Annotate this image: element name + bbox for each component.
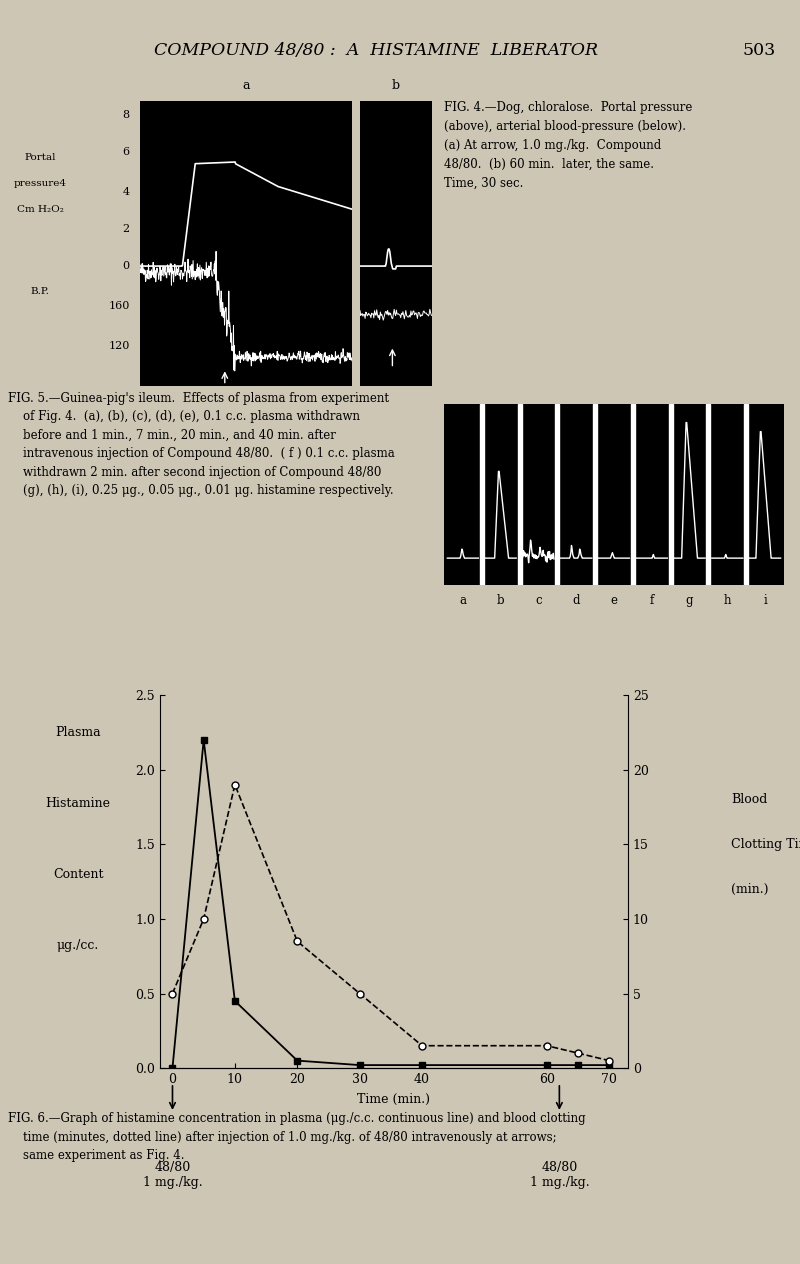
Bar xyxy=(518,404,522,585)
Text: Blood: Blood xyxy=(731,793,767,806)
Text: 160: 160 xyxy=(109,301,130,311)
Bar xyxy=(555,404,559,585)
Text: e: e xyxy=(610,594,618,607)
Bar xyxy=(480,404,484,585)
Text: a: a xyxy=(459,594,466,607)
Text: (min.): (min.) xyxy=(731,882,769,896)
Bar xyxy=(669,404,673,585)
Text: b: b xyxy=(392,78,400,92)
Text: 0: 0 xyxy=(122,262,130,270)
Text: 120: 120 xyxy=(109,341,130,350)
Text: h: h xyxy=(723,594,731,607)
Text: i: i xyxy=(763,594,767,607)
Bar xyxy=(706,404,710,585)
Text: 4: 4 xyxy=(122,187,130,197)
Text: c: c xyxy=(535,594,542,607)
Text: B.P.: B.P. xyxy=(30,287,50,296)
Text: a: a xyxy=(242,78,250,92)
Text: f: f xyxy=(650,594,654,607)
Text: FIG. 5.—Guinea-pig's ileum.  Effects of plasma from experiment
    of Fig. 4.  (: FIG. 5.—Guinea-pig's ileum. Effects of p… xyxy=(8,392,394,497)
Text: Content: Content xyxy=(53,867,103,881)
Text: pressure4: pressure4 xyxy=(14,179,66,188)
Bar xyxy=(631,404,635,585)
Bar xyxy=(593,404,597,585)
Text: g: g xyxy=(686,594,694,607)
Bar xyxy=(744,404,748,585)
Text: 6: 6 xyxy=(122,148,130,157)
Text: Plasma: Plasma xyxy=(55,726,101,739)
Text: FIG. 4.—Dog, chloralose.  Portal pressure
(above), arterial blood-pressure (belo: FIG. 4.—Dog, chloralose. Portal pressure… xyxy=(444,101,692,190)
Text: FIG. 6.—Graph of histamine concentration in plasma (μg./c.c. continuous line) an: FIG. 6.—Graph of histamine concentration… xyxy=(8,1112,586,1163)
Text: d: d xyxy=(573,594,580,607)
Text: 48/80
1 mg./kg.: 48/80 1 mg./kg. xyxy=(530,1162,589,1189)
Text: COMPOUND 48/80 :  A  HISTAMINE  LIBERATOR: COMPOUND 48/80 : A HISTAMINE LIBERATOR xyxy=(154,43,598,59)
X-axis label: Time (min.): Time (min.) xyxy=(358,1093,430,1106)
Text: Clotting Time: Clotting Time xyxy=(731,838,800,851)
Text: 48/80
1 mg./kg.: 48/80 1 mg./kg. xyxy=(142,1162,202,1189)
Text: Cm H₂O₂: Cm H₂O₂ xyxy=(17,205,63,214)
Text: 8: 8 xyxy=(122,110,130,120)
Text: μg./cc.: μg./cc. xyxy=(57,939,99,952)
Text: 503: 503 xyxy=(742,43,776,59)
Text: Portal: Portal xyxy=(24,153,56,163)
Text: b: b xyxy=(497,594,505,607)
Text: Histamine: Histamine xyxy=(46,796,110,810)
Text: 2: 2 xyxy=(122,224,130,234)
